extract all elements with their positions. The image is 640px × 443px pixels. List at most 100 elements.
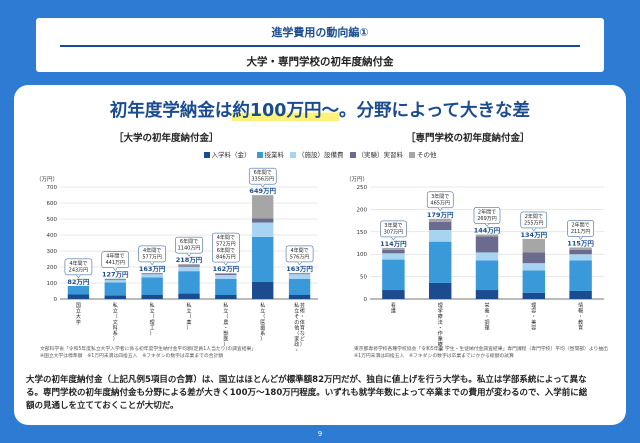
legend-swatch [256,152,263,158]
callout-text: 6年間で [217,247,235,254]
legend-label: 授業料 [264,151,285,159]
summary-text: 大学の初年度納付金（上記凡例5項目の合算）は、国立はほとんどが標準額82万円だが… [26,375,588,412]
bar-segment [382,247,405,250]
bar-segment [104,280,126,283]
callout-text: 4年間で [106,253,124,260]
callout-box [567,220,594,237]
bar-total-label: 163万円 [139,265,166,273]
page-header: 進学費用の動向編① 大学・専門学校の初年度納付金 [36,18,604,72]
bar-segment [522,263,546,271]
bar-total-label: 144万円 [474,226,501,234]
content-card: 初年度学納金は約100万円〜。分野によって大きな差 ［大学の初年度納付金］ ［専… [14,85,626,425]
y-tick-label: 300 [47,249,58,255]
callout-text: 6年間で [254,169,272,176]
headline-highlight: 約100万円〜 [232,101,339,121]
bar-segment [178,266,200,272]
callout-pointer [223,261,229,266]
source-line: ※1万円未満は四捨五入 ※フキダシの数字は卒業までにかかる総額の試算 [354,353,514,359]
bar-total-label: 218万円 [176,256,203,264]
bar-segment [252,281,274,299]
bar-segment [382,290,405,299]
legend-swatch [409,152,415,158]
y-tick-label: 200 [47,265,58,271]
bar-segment [522,292,546,299]
y-tick-label: 400 [47,233,58,239]
source-line: 東京都専修学校各種学校協会「令和5年度 学生・生徒納付金調査結果」専門課程（専門… [354,347,608,352]
bar-segment [141,277,163,295]
source-note-university: 文部科学省「令和5年度私立大学入学者に係る初年度学生納付金平均額(定員1人当たり… [40,347,256,361]
legend-item: その他 [409,149,437,159]
category-label: 芸術・体育など） [300,302,305,348]
callout-text: 577万円 [142,254,162,260]
callout-text: 3年間で [384,222,402,229]
callout-text: 211万円 [571,229,591,235]
bar-segment [104,279,126,281]
bar-segment [141,273,163,275]
bar-segment [475,260,499,291]
bar-segment [428,218,452,222]
category-label: 情報・教育 [578,302,583,331]
bar-segment [104,295,126,299]
category-label: 私立（医歯系） [260,302,265,343]
bar-segment [382,253,405,260]
bar-segment [141,295,163,299]
bar-segment [428,221,452,231]
legend-item: （実験）実習料 [349,149,403,159]
bar-segment [288,279,311,295]
callout-text: 269万円 [477,216,497,222]
bar-segment [215,295,237,299]
bar-segment [569,249,592,255]
header-title: 進学費用の動向編① [271,26,369,39]
callout-text: 4年間で [69,260,87,267]
callout-pointer [531,227,537,232]
bar-total-label: 649万円 [249,187,276,195]
legend-item: 授業料 [256,149,285,159]
bar-segment [428,282,452,299]
callout-text: 465万円 [430,200,450,206]
callout-pointer [149,261,155,266]
legend-item: （施設）設備費 [290,149,344,159]
university-fee-chart: （万円）010020030040050060070082万円4年間で243万円国… [36,167,318,351]
y-tick-label: 50 [360,275,367,281]
bar-segment [569,290,592,299]
bar-segment [178,293,200,299]
callout-text: 3356万円 [251,177,274,183]
y-tick-label: 200 [357,207,368,213]
bar-segment [428,241,452,283]
category-label: 栄養・調理 [484,302,489,331]
section-title-university: ［大学の初年度納付金］ [114,133,219,144]
category-label: 私立その他（家政・ [294,302,299,351]
bar-segment [569,254,592,261]
callout-text: 441万円 [106,260,126,266]
y-tick-label: 100 [47,281,58,287]
source-line: ※国立大学は標準額 ※1万円未満は四捨五入 ※フキダシの数字は卒業までの合計額 [40,353,224,359]
callout-pointer [186,252,192,257]
bar-segment [252,222,274,237]
callout-text: 4年間で [290,247,308,254]
category-label: 私立（文科系） [113,302,118,343]
y-tick-label: 0 [54,297,58,303]
callout-text: 243万円 [69,267,89,273]
callout-pointer [113,267,118,272]
category-label: 私立（農・獣医） [223,302,228,348]
callout-box [175,236,203,254]
bar-total-label: 115万円 [567,239,594,247]
headline: 初年度学納金は約100万円〜。分野によって大きな差 [14,97,626,122]
callout-pointer [76,274,81,279]
vocational-fee-chart: （万円）050100150200250114万円3年間で307万円看護179万円… [346,176,604,351]
bar-segment [522,270,546,293]
callout-text: 2年間で [525,213,543,220]
callout-text: 576万円 [290,254,310,260]
bar-total-label: 179万円 [427,211,454,219]
bar-segment [569,247,592,250]
category-label: 私立（薬） [186,302,191,331]
bar-segment [215,274,237,275]
bar-total-label: 134万円 [521,231,548,239]
bar-total-label: 162万円 [213,265,240,273]
callout-text: 846万円 [216,255,236,261]
callout-text: 1140万円 [178,246,201,252]
bar-segment [475,234,499,237]
callout-box [138,245,166,263]
section-title-vocational: ［専門学校の初年度納付金］ [406,133,530,144]
page-number: 9 [317,430,323,438]
